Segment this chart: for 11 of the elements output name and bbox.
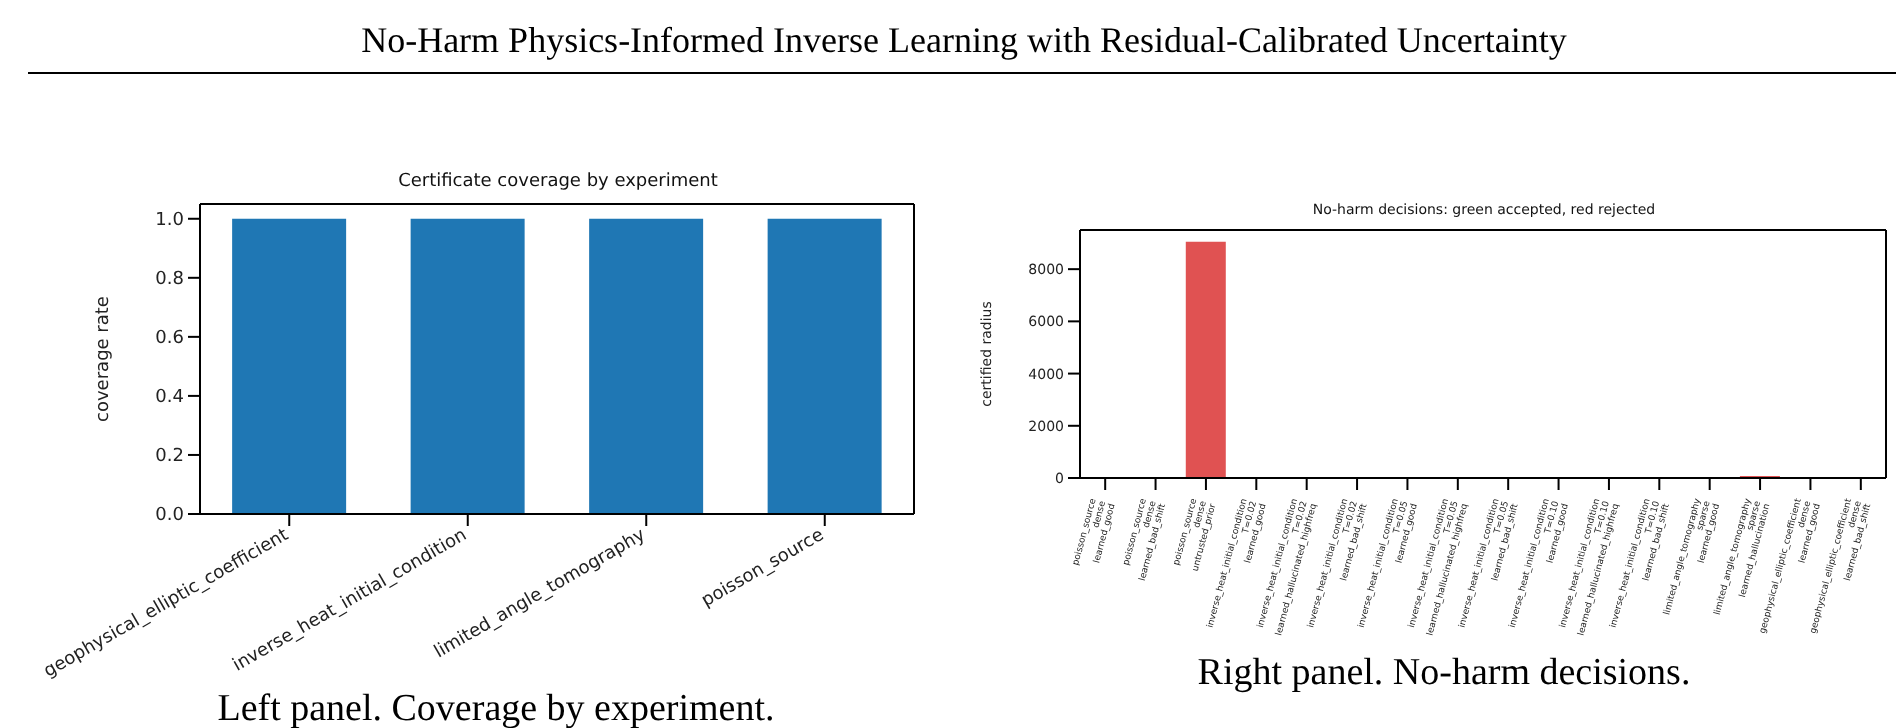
y-tick-label: 0.8 bbox=[155, 270, 185, 291]
y-tick-label: 1.0 bbox=[155, 211, 185, 232]
text: No-Harm Physics-Informed Inverse Learning with Residual-Calibrated Uncertainty bbox=[359, 20, 1569, 62]
y-axis-title: coverage rate bbox=[94, 295, 115, 422]
y-tick-label: 0.2 bbox=[155, 447, 184, 468]
y-tick-label: 0.0 bbox=[155, 506, 185, 527]
y-tick-label: 0.4 bbox=[155, 388, 185, 409]
text: Left panel. Coverage by experiment. bbox=[215, 688, 777, 728]
chart-title: Certificate coverage by experiment bbox=[396, 172, 720, 192]
y-tick-label: 0.6 bbox=[155, 329, 185, 350]
text: Right panel. No-harm decisions. bbox=[1195, 652, 1693, 696]
